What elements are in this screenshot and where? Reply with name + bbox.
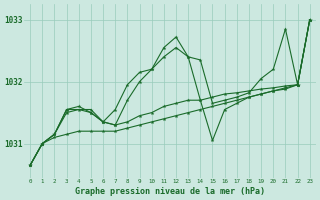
X-axis label: Graphe pression niveau de la mer (hPa): Graphe pression niveau de la mer (hPa) <box>75 187 265 196</box>
